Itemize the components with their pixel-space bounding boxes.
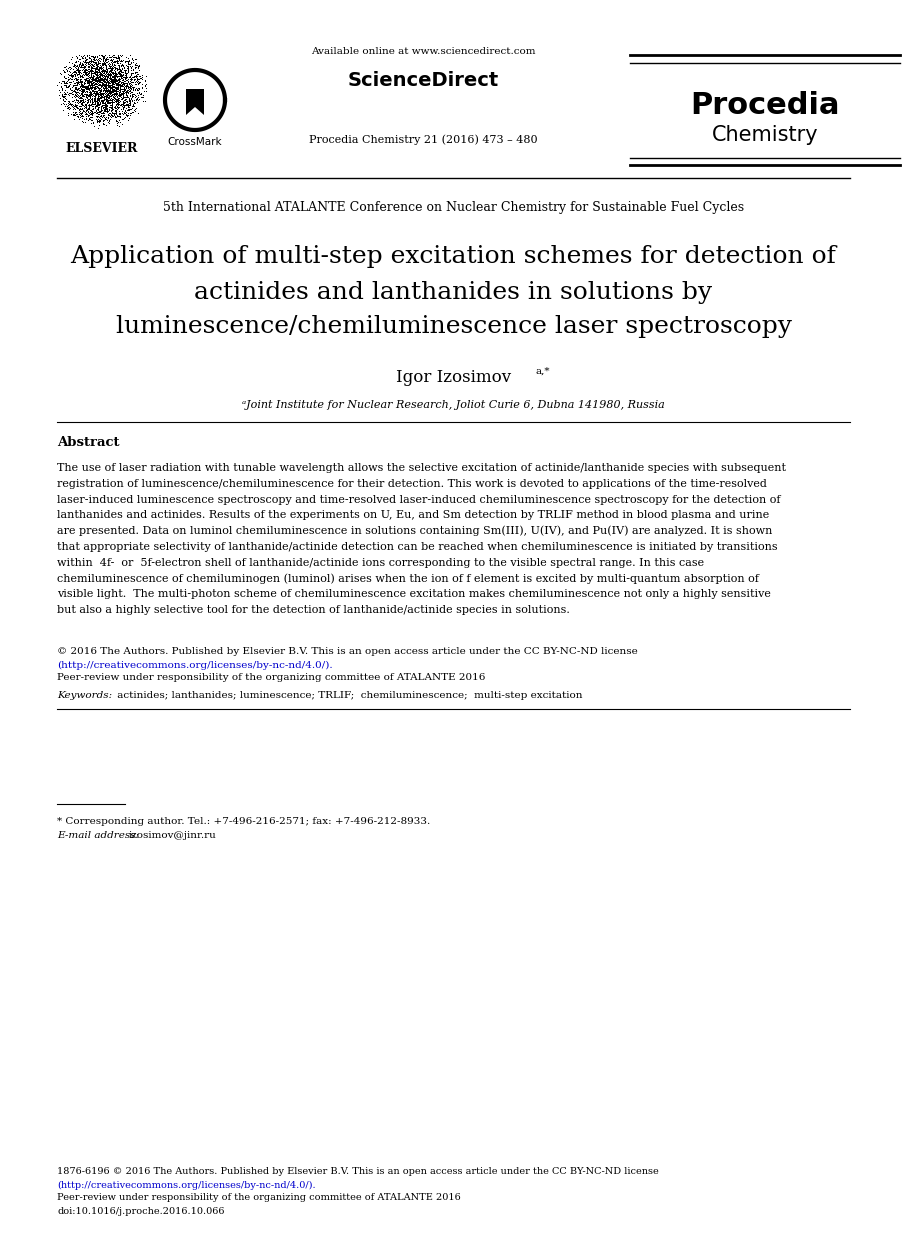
- Text: within  4f-  or  5f-electron shell of lanthanide/actinide ions corresponding to : within 4f- or 5f-electron shell of lanth…: [57, 558, 704, 568]
- Text: that appropriate selectivity of lanthanide/actinide detection can be reached whe: that appropriate selectivity of lanthani…: [57, 542, 777, 552]
- Text: 1876-6196 © 2016 The Authors. Published by Elsevier B.V. This is an open access : 1876-6196 © 2016 The Authors. Published …: [57, 1167, 658, 1176]
- Text: Abstract: Abstract: [57, 436, 120, 448]
- Text: © 2016 The Authors. Published by Elsevier B.V. This is an open access article un: © 2016 The Authors. Published by Elsevie…: [57, 646, 638, 655]
- Text: are presented. Data on luminol chemiluminescence in solutions containing Sm(III): are presented. Data on luminol chemilumi…: [57, 526, 773, 536]
- Text: doi:10.1016/j.proche.2016.10.066: doi:10.1016/j.proche.2016.10.066: [57, 1207, 225, 1216]
- Text: actinides and lanthanides in solutions by: actinides and lanthanides in solutions b…: [194, 281, 713, 303]
- Text: Procedia Chemistry 21 (2016) 473 – 480: Procedia Chemistry 21 (2016) 473 – 480: [309, 135, 538, 145]
- Text: luminescence/chemiluminescence laser spectroscopy: luminescence/chemiluminescence laser spe…: [115, 316, 792, 338]
- Text: Keywords:: Keywords:: [57, 691, 112, 699]
- Text: Chemistry: Chemistry: [712, 125, 818, 145]
- Text: lanthanides and actinides. Results of the experiments on U, Eu, and Sm detection: lanthanides and actinides. Results of th…: [57, 510, 769, 520]
- Text: E-mail address:: E-mail address:: [57, 832, 142, 841]
- Text: registration of luminescence/chemiluminescence for their detection. This work is: registration of luminescence/chemilumine…: [57, 479, 767, 489]
- Text: * Corresponding author. Tel.: +7-496-216-2571; fax: +7-496-212-8933.: * Corresponding author. Tel.: +7-496-216…: [57, 817, 430, 827]
- Text: Peer-review under responsibility of the organizing committee of ATALANTE 2016: Peer-review under responsibility of the …: [57, 673, 485, 682]
- Text: laser-induced luminescence spectroscopy and time-resolved laser-induced chemilum: laser-induced luminescence spectroscopy …: [57, 495, 781, 505]
- Text: ELSEVIER: ELSEVIER: [66, 141, 138, 155]
- Text: chemiluminescence of chemiluminogen (luminol) arises when the ion of f element i: chemiluminescence of chemiluminogen (lum…: [57, 573, 759, 584]
- Text: Peer-review under responsibility of the organizing committee of ATALANTE 2016: Peer-review under responsibility of the …: [57, 1193, 461, 1202]
- Text: but also a highly selective tool for the detection of lanthanide/actinide specie: but also a highly selective tool for the…: [57, 605, 570, 615]
- Text: Available online at www.sciencedirect.com: Available online at www.sciencedirect.co…: [311, 47, 536, 57]
- Polygon shape: [186, 89, 204, 115]
- Text: 5th International ATALANTE Conference on Nuclear Chemistry for Sustainable Fuel : 5th International ATALANTE Conference on…: [163, 201, 744, 213]
- Text: Igor Izosimov: Igor Izosimov: [396, 369, 511, 386]
- Text: CrossMark: CrossMark: [168, 137, 222, 147]
- Text: ᵃJoint Institute for Nuclear Research, Joliot Curie 6, Dubna 141980, Russia: ᵃJoint Institute for Nuclear Research, J…: [242, 400, 665, 410]
- Text: a,*: a,*: [535, 366, 550, 375]
- Text: Procedia: Procedia: [690, 90, 840, 120]
- Text: (http://creativecommons.org/licenses/by-nc-nd/4.0/).: (http://creativecommons.org/licenses/by-…: [57, 660, 333, 670]
- Text: Application of multi-step excitation schemes for detection of: Application of multi-step excitation sch…: [71, 245, 836, 269]
- Text: (http://creativecommons.org/licenses/by-nc-nd/4.0/).: (http://creativecommons.org/licenses/by-…: [57, 1181, 316, 1190]
- Text: visible light.  The multi-photon scheme of chemiluminescence excitation makes ch: visible light. The multi-photon scheme o…: [57, 589, 771, 599]
- Text: izosimov@jinr.ru: izosimov@jinr.ru: [129, 832, 217, 841]
- Text: ScienceDirect: ScienceDirect: [348, 71, 499, 89]
- Text: actinides; lanthanides; luminescence; TRLIF;  chemiluminescence;  multi-step exc: actinides; lanthanides; luminescence; TR…: [114, 691, 582, 699]
- Text: The use of laser radiation with tunable wavelength allows the selective excitati: The use of laser radiation with tunable …: [57, 463, 786, 473]
